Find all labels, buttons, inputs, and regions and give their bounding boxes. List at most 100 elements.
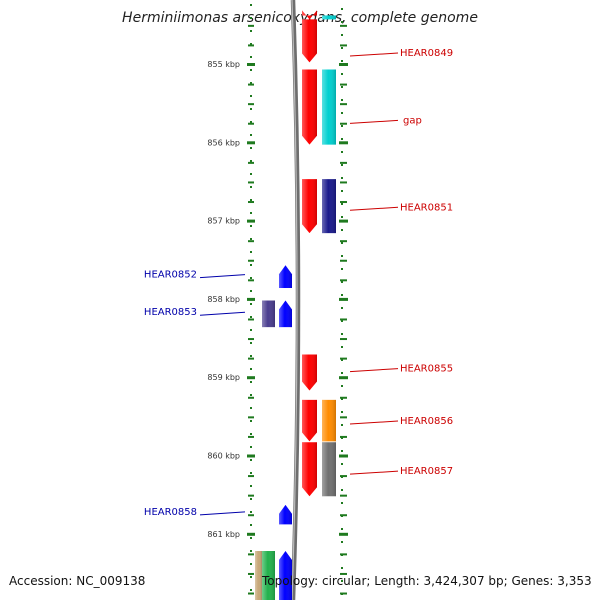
axis-dot-right [341,372,343,374]
features-layer [255,10,336,600]
minor-tick [248,592,254,595]
minor-tick-right [340,338,347,341]
minor-tick [248,103,254,106]
axis-dot [250,160,252,162]
minor-tick [248,435,254,438]
axis-dot-right [341,424,343,426]
axis-dot-right [341,177,343,179]
label-leader-line [199,511,246,516]
minor-tick-right [340,357,347,360]
minor-tick [248,396,254,399]
feature-shading [302,10,317,20]
axis-dot [250,316,252,318]
minor-tick-right [340,201,347,204]
map-title: Herminiimonas arsenicoxydans, complete g… [122,10,478,26]
axis-dot [250,147,252,149]
axis-dot [250,472,252,474]
minor-tick-right [340,44,347,47]
minor-tick [248,279,254,282]
axis-dot [250,368,252,370]
axis-dot-right [341,151,343,153]
axis-dot-right [341,164,343,166]
tick-label: 859 kbp [207,373,240,382]
axis-dot [250,108,252,110]
axis-dot-right [341,463,343,465]
ticks-layer: 855 kbp 856 kbp 857 kbp 858 kbp 859 kbp 860 k… [207,4,348,595]
axis-dot [250,69,252,71]
axis-dot [250,342,252,344]
axis-dot-right [341,268,343,270]
feature-shading [279,504,292,525]
feature-shading [262,300,275,328]
tick-label: 857 kbp [207,217,240,226]
minor-tick-right [340,435,347,438]
axis-dot-right [341,567,343,569]
axis-dot-right [341,86,343,88]
minor-tick-right [340,279,347,282]
minor-tick [248,475,254,478]
tick-label: 861 kbp [207,530,240,539]
feature-shading [302,179,317,234]
feature-shading [255,551,262,600]
major-tick [247,219,255,223]
axis-dot [250,17,252,19]
feature-shading [302,69,317,145]
minor-tick-right [340,161,347,164]
axis-dot [250,589,252,591]
axis-dot [250,121,252,123]
minor-tick [248,83,254,86]
labels-layer: HEAR0849 gap HEAR0851 HEAR0852 HEAR0853 HEAR0… [144,48,453,518]
axis-dot [250,238,252,240]
major-tick-right [339,219,348,223]
tick-label: 860 kbp [207,452,240,461]
minor-tick [248,318,254,321]
feature-shading [302,399,317,442]
backbone-line [290,0,301,600]
axis-dot [250,355,252,357]
minor-tick [248,122,254,125]
axis-dot [250,43,252,45]
minor-tick-right [340,103,347,106]
label-leader-line [349,52,399,57]
gene-label-hear0851: HEAR0851 [400,202,453,213]
axis-dot [250,550,252,552]
minor-tick [248,44,254,47]
minor-tick [248,201,254,204]
axis-dot [250,277,252,279]
minor-tick [248,240,254,243]
axis-dot-right [341,21,343,23]
axis-dot-right [341,281,343,283]
minor-tick-right [340,122,347,125]
feature-shading [322,179,336,234]
major-tick-right [339,376,348,380]
axis-dot [250,381,252,383]
minor-tick-right [340,259,347,262]
axis-dot-right [341,398,343,400]
label-leader-line [349,420,399,425]
feature-shading [302,442,317,497]
major-tick-right [339,532,348,536]
axis-dot [250,134,252,136]
axis-dot-right [341,450,343,452]
axis-dot [250,212,252,214]
minor-tick [248,181,254,184]
axis-dot [250,225,252,227]
axis-dot-right [341,346,343,348]
axis-dot [250,459,252,461]
tick-label: 856 kbp [207,138,240,147]
minor-tick [248,24,254,27]
axis-dot [250,56,252,58]
major-tick-right [339,63,348,66]
major-tick [247,63,255,66]
axis-dot-right [341,47,343,49]
feature-shading [279,265,292,288]
axis-dot-right [341,138,343,140]
axis-dot [250,264,252,266]
axis-dot-right [341,99,343,101]
axis-dot [250,303,252,305]
minor-tick-right [340,494,347,497]
axis-dot-right [341,411,343,413]
axis-dot [250,290,252,292]
axis-dot-right [341,385,343,387]
